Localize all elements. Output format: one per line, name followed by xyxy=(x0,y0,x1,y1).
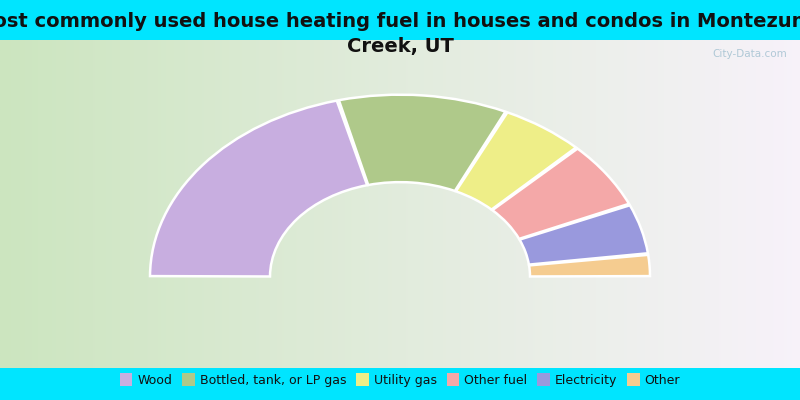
Text: City-Data.com: City-Data.com xyxy=(713,49,787,59)
Wedge shape xyxy=(456,112,576,210)
Wedge shape xyxy=(529,255,650,276)
Wedge shape xyxy=(150,100,367,276)
Legend: Wood, Bottled, tank, or LP gas, Utility gas, Other fuel, Electricity, Other: Wood, Bottled, tank, or LP gas, Utility … xyxy=(115,368,685,392)
Text: Most commonly used house heating fuel in houses and condos in Montezuma
Creek, U: Most commonly used house heating fuel in… xyxy=(0,12,800,56)
Wedge shape xyxy=(339,95,506,191)
Wedge shape xyxy=(492,149,629,239)
Wedge shape xyxy=(519,205,648,265)
